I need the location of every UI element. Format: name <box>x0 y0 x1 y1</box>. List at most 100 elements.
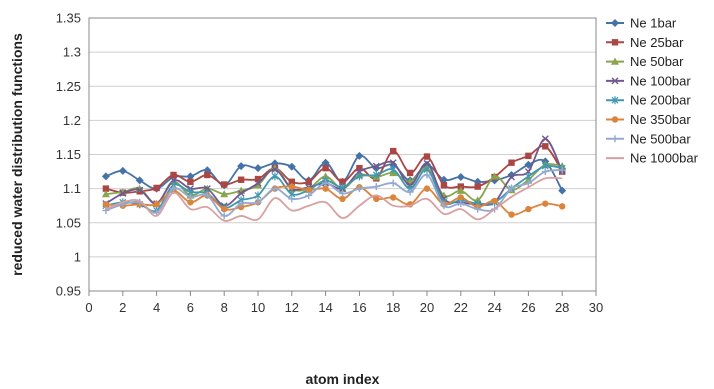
legend-item: Ne 350bar <box>606 112 691 127</box>
x-tick-label: 8 <box>221 300 228 315</box>
x-tick-label: 20 <box>420 300 434 315</box>
x-axis-title: atom index <box>306 371 380 387</box>
series-ne-1000bar <box>105 176 563 222</box>
y-tick-label: 1.1 <box>63 181 81 196</box>
legend-label: Ne 1bar <box>630 16 677 31</box>
data-point <box>541 168 549 176</box>
data-point <box>456 173 465 182</box>
data-point <box>356 164 363 172</box>
series-line <box>105 176 563 222</box>
legend-label: Ne 500bar <box>630 131 691 146</box>
legend-item: Ne 100bar <box>606 73 691 88</box>
x-tick-label: 0 <box>85 300 92 315</box>
data-point <box>322 164 329 172</box>
data-point <box>541 135 549 143</box>
x-tick-label: 30 <box>589 300 603 315</box>
data-point <box>372 162 380 170</box>
data-point <box>321 158 330 167</box>
data-point <box>187 199 194 206</box>
data-point <box>423 171 431 179</box>
legend-label: Ne 1000bar <box>630 151 699 166</box>
data-point <box>423 153 431 160</box>
data-point <box>221 205 228 213</box>
data-point <box>524 172 532 181</box>
data-point <box>203 191 211 199</box>
y-tick-label: 1.05 <box>56 215 81 230</box>
data-point <box>355 172 363 181</box>
data-point <box>423 159 431 167</box>
data-point <box>389 159 397 167</box>
data-point <box>490 172 499 180</box>
data-point <box>457 194 464 201</box>
data-point <box>406 169 414 177</box>
y-tick-label: 1.15 <box>56 147 81 162</box>
legend-item: Ne 50bar <box>606 54 684 69</box>
legend-label: Ne 25bar <box>630 35 684 50</box>
legend-label: Ne 350bar <box>630 112 691 127</box>
data-point <box>153 209 161 217</box>
data-point <box>305 191 313 199</box>
data-point <box>491 197 498 205</box>
legend-item: Ne 25bar <box>606 35 684 50</box>
grid-lines <box>89 17 596 292</box>
data-point <box>153 184 160 192</box>
data-point <box>440 182 448 189</box>
data-point <box>355 151 364 160</box>
legend: Ne 1bar Ne 25bar Ne 50bar Ne 100bar Ne 200ba… <box>606 16 699 166</box>
data-point <box>102 185 110 192</box>
x-tick-label: 12 <box>285 300 299 315</box>
data-point <box>524 179 532 187</box>
data-point <box>118 166 127 175</box>
x-tick-label: 4 <box>153 300 160 315</box>
x-tick-label: 18 <box>386 300 400 315</box>
y-tick-label: 1.35 <box>56 11 81 26</box>
data-point <box>119 189 127 197</box>
legend-item: Ne 1bar <box>606 16 677 31</box>
data-point <box>153 201 160 208</box>
x-tick-label: 14 <box>318 300 332 315</box>
legend-label: Ne 50bar <box>630 54 684 69</box>
legend-marker <box>611 57 619 65</box>
plot-area <box>88 17 597 292</box>
data-point <box>237 162 246 171</box>
series-line <box>105 185 563 216</box>
series-lines <box>101 135 567 222</box>
data-point <box>525 205 532 213</box>
x-tick-label: 22 <box>454 300 468 315</box>
data-point <box>390 194 397 201</box>
x-tick-label: 26 <box>521 300 535 315</box>
data-point <box>558 186 567 195</box>
data-point <box>507 170 516 179</box>
data-point <box>542 143 549 150</box>
data-point <box>322 185 329 192</box>
x-tick-label: 16 <box>352 300 366 315</box>
data-point <box>508 173 515 181</box>
data-point <box>254 175 262 183</box>
y-axis-title: reduced water distribution functions <box>9 33 25 276</box>
data-point <box>322 179 330 187</box>
data-point <box>271 166 279 174</box>
data-point <box>423 185 431 192</box>
data-point <box>542 200 549 207</box>
data-point <box>170 185 177 193</box>
data-point <box>508 159 515 166</box>
data-point <box>237 200 245 208</box>
data-point <box>288 178 295 185</box>
data-point <box>220 190 229 198</box>
data-point <box>389 179 397 187</box>
x-tick-label: 24 <box>487 300 501 315</box>
data-point <box>558 166 566 174</box>
data-point <box>237 176 245 183</box>
data-point <box>373 195 380 203</box>
x-tick-label: 6 <box>187 300 194 315</box>
data-point <box>508 211 515 218</box>
legend-marker <box>611 96 619 105</box>
legend-marker <box>611 116 619 123</box>
series-line <box>105 169 563 217</box>
legend-marker <box>611 19 619 27</box>
series-ne-500bar <box>102 166 566 220</box>
data-point <box>271 185 279 193</box>
series-line <box>105 144 563 194</box>
legend-item: Ne 500bar <box>606 131 691 146</box>
data-point <box>525 152 532 160</box>
